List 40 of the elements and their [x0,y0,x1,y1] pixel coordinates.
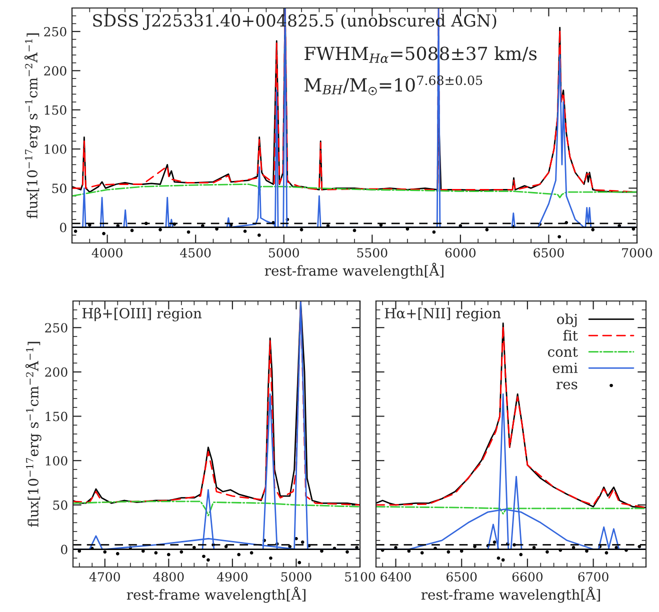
x-tick-label: 5500 [357,248,388,258]
x-tick-label: 6600 [512,572,543,582]
y-tick-label: 200 [45,367,68,377]
x-axis-title: rest-frame wavelength[Å] [264,262,444,279]
x-tick-label: 6400 [380,572,411,582]
y-tick-label: 50 [52,184,66,194]
x-tick-label: 5000 [269,248,299,258]
x-tick-label: 4500 [180,248,211,258]
y-tick-label: 200 [44,66,66,76]
legend-label: obj [557,314,577,328]
x-tick-label: 6700 [578,572,608,582]
text: flux[10$^{−17}$erg s$^{−1}$cm$^{−2}$Å$^{−1}$] [24,33,40,218]
x-tick-label: 6500 [534,248,564,258]
x-tick-label: 6500 [446,572,477,582]
x-tick-label: 4000 [92,248,122,258]
y-tick-label: 0 [61,544,68,554]
x-tick-label: 4700 [89,572,120,582]
legend-label: cont [548,347,578,357]
x-tick-label: 4800 [153,572,184,582]
legend-label: fit [563,330,578,341]
y-tick-label: 250 [44,26,66,36]
x-axis-title: rest-frame wavelength[Å] [126,586,306,603]
x-tick-label: 6000 [445,248,476,258]
x-tick-label: 4900 [216,572,248,582]
y-tick-label: 50 [53,500,68,510]
chart-title: Hα+[NII] region [384,308,501,322]
legend-label: emi [552,362,578,374]
y-tick-label: 0 [60,222,66,232]
x-tick-label: 5000 [281,572,312,582]
chart-title: Hβ+[OIII] region [82,308,202,322]
y-tick-label: 150 [46,412,68,422]
x-axis-title: rest-frame wavelength[Å] [421,586,600,603]
text: flux[10$^{−17}$erg s$^{−1}$cm$^{−2}$Å$^{−1}$] [25,342,42,527]
x-tick-label: 7000 [622,248,652,258]
y-tick-label: 100 [46,456,68,466]
legend-label: res [556,382,578,390]
y-tick-label: 150 [44,105,66,115]
y-tick-label: 100 [44,144,66,154]
x-tick-label: 5100 [345,572,376,582]
y-tick-label: 250 [45,323,68,333]
